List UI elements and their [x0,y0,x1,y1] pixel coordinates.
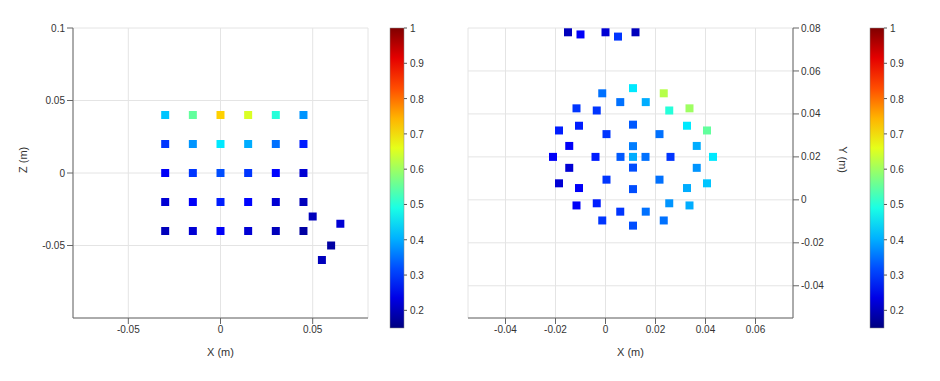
svg-text:0.5: 0.5 [410,199,424,210]
svg-text:0.7: 0.7 [410,129,424,140]
svg-text:0.9: 0.9 [410,58,424,69]
svg-text:1: 1 [890,23,896,34]
svg-text:-0.05: -0.05 [42,240,65,251]
svg-text:0: 0 [603,324,609,335]
svg-text:0.5: 0.5 [890,199,904,210]
svg-text:-0.02: -0.02 [544,324,567,335]
svg-text:0: 0 [218,324,224,335]
svg-text:-0.02: -0.02 [801,237,824,248]
svg-text:0.1: 0.1 [51,23,65,34]
svg-text:0.04: 0.04 [696,324,716,335]
svg-text:0.9: 0.9 [890,58,904,69]
svg-text:-0.05: -0.05 [117,324,140,335]
svg-text:-0.04: -0.04 [801,280,824,291]
svg-text:0.06: 0.06 [746,324,766,335]
svg-text:0.8: 0.8 [410,94,424,105]
svg-text:0: 0 [59,168,65,179]
svg-text:0.6: 0.6 [410,164,424,175]
svg-text:-0.04: -0.04 [494,324,517,335]
svg-text:0.2: 0.2 [410,305,424,316]
svg-text:0.08: 0.08 [801,23,821,34]
svg-text:0.05: 0.05 [303,324,323,335]
svg-text:0.6: 0.6 [890,164,904,175]
svg-text:0.04: 0.04 [801,108,821,119]
svg-text:X (m): X (m) [207,346,234,358]
svg-text:0.02: 0.02 [801,151,821,162]
svg-text:X (m): X (m) [617,346,644,358]
svg-text:0.4: 0.4 [410,235,424,246]
svg-text:1: 1 [410,23,416,34]
svg-text:Z (m): Z (m) [17,147,29,173]
svg-text:0.06: 0.06 [801,66,821,77]
svg-text:Y (m): Y (m) [837,146,849,173]
svg-text:0.4: 0.4 [890,235,904,246]
svg-text:0.3: 0.3 [410,270,424,281]
svg-text:0.3: 0.3 [890,270,904,281]
svg-text:0.7: 0.7 [890,129,904,140]
svg-text:0.8: 0.8 [890,94,904,105]
svg-text:0.05: 0.05 [46,95,66,106]
svg-text:0.02: 0.02 [646,324,666,335]
svg-text:0.2: 0.2 [890,305,904,316]
svg-text:0: 0 [801,194,807,205]
